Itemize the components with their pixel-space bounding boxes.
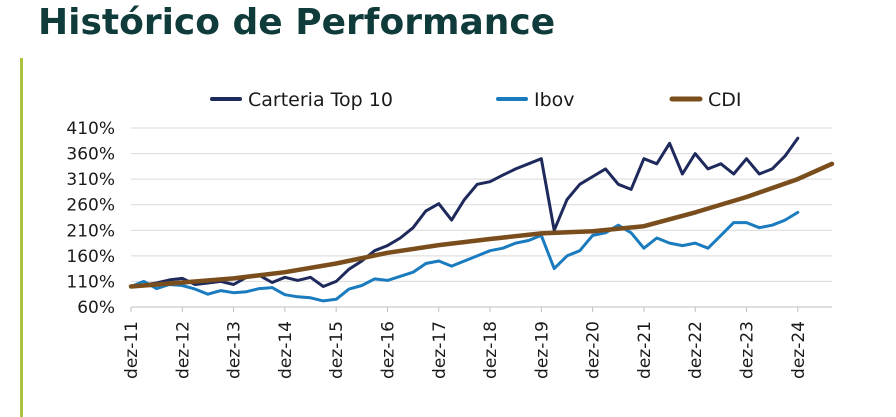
- series-layer: [128, 136, 835, 303]
- page-title: Histórico de Performance: [38, 2, 556, 43]
- x-tick-label: dez-12: [173, 321, 193, 379]
- x-tick-label: dez-19: [532, 321, 552, 379]
- accent-bar: [20, 58, 23, 417]
- x-tick-label: dez-15: [327, 321, 347, 379]
- x-tick-label: dez-21: [635, 321, 655, 379]
- x-tick-label: dez-20: [584, 321, 604, 379]
- x-tick-label: dez-24: [789, 321, 809, 379]
- y-tick-label: 60%: [77, 298, 115, 318]
- series-line-cdi: [128, 161, 835, 289]
- y-axis-ticks: 60% 110% 160% 210% 260% 310% 360% 410%: [66, 119, 115, 318]
- y-tick-label: 160%: [66, 247, 115, 267]
- legend-label: Ibov: [534, 89, 575, 111]
- legend-label: Carteria Top 10: [248, 89, 393, 111]
- y-tick-label: 260%: [66, 196, 115, 216]
- legend: Carteria Top 10 Ibov CDI: [210, 89, 742, 111]
- y-tick-label: 310%: [66, 170, 115, 190]
- y-tick-label: 110%: [66, 272, 115, 292]
- x-axis: dez-11 dez-12 dez-13 dez-14 dez-15 dez-16 dez-…: [122, 306, 832, 379]
- x-tick-label: dez-23: [738, 321, 758, 379]
- x-tick-label: dez-16: [378, 321, 398, 379]
- x-tick-label: dez-13: [225, 321, 245, 379]
- x-tick-label: dez-18: [481, 321, 501, 379]
- x-tick-label: dez-14: [276, 321, 296, 379]
- y-tick-label: 210%: [66, 221, 115, 241]
- series-line-ibov: [129, 210, 800, 303]
- x-tick-label: dez-17: [430, 321, 450, 379]
- y-tick-label: 360%: [66, 145, 115, 165]
- legend-label: CDI: [708, 89, 742, 111]
- x-tick-label: dez-11: [122, 321, 142, 379]
- y-tick-label: 410%: [66, 119, 115, 139]
- x-tick-label: dez-22: [686, 321, 706, 379]
- series-line-carteria-top-10: [129, 136, 800, 288]
